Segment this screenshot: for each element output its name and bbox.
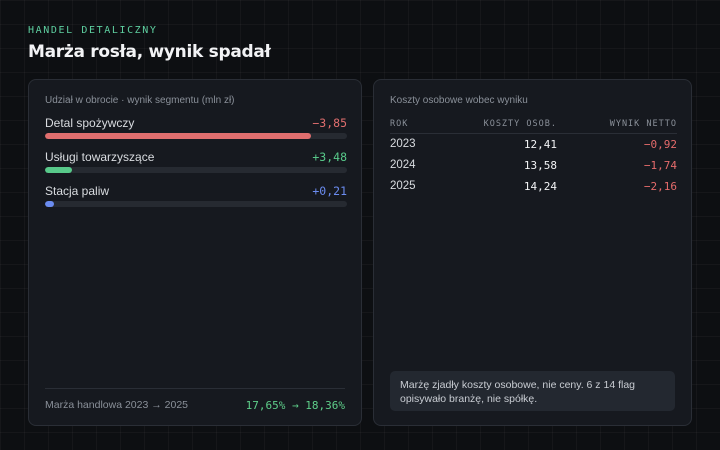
costs-table: ROK KOSZTY OSOB. WYNIK NETTO 2023 12,41 … (390, 116, 677, 197)
table-row: 2023 12,41 −0,92 (390, 134, 677, 155)
insight-note: Marżę zjadły koszty osobowe, nie ceny. 6… (390, 371, 675, 411)
page-title: Marża rosła, wynik spadał (28, 42, 271, 62)
column-header-result: WYNIK NETTO (609, 119, 677, 129)
segment-name: Usługi towarzyszące (45, 150, 155, 164)
footer-divider (45, 388, 345, 389)
segment-bar-track (45, 167, 347, 173)
table-header: ROK KOSZTY OSOB. WYNIK NETTO (390, 116, 677, 134)
cell-year: 2025 (390, 180, 416, 192)
cell-year: 2023 (390, 138, 416, 150)
segment-row: Stacja paliw +0,21 (45, 184, 347, 210)
costs-card-label: Koszty osobowe wobec wyniku (390, 95, 528, 106)
segments-card-label: Udział w obrocie · wynik segmentu (mln z… (45, 95, 235, 106)
margin-footer-value: 17,65% → 18,36% (245, 399, 345, 412)
cell-result: −2,16 (643, 180, 677, 193)
column-header-costs: KOSZTY OSOB. (483, 119, 557, 129)
cell-costs: 14,24 (523, 180, 557, 193)
segment-bar-track (45, 133, 347, 139)
segment-value: +0,21 (312, 184, 347, 198)
segment-bar-fill (45, 201, 55, 207)
segment-value: −3,85 (312, 116, 347, 130)
segment-value: +3,48 (312, 150, 347, 164)
segment-bar-fill (45, 133, 311, 139)
section-eyebrow: HANDEL DETALICZNY (28, 25, 158, 36)
table-row: 2025 14,24 −2,16 (390, 176, 677, 197)
segment-bar-fill (45, 167, 73, 173)
margin-footer-label: Marża handlowa 2023 → 2025 (45, 399, 189, 411)
segments-card: Udział w obrocie · wynik segmentu (mln z… (28, 79, 362, 426)
cell-result: −1,74 (643, 159, 677, 172)
segment-name: Stacja paliw (45, 184, 110, 198)
cell-costs: 12,41 (523, 138, 557, 151)
table-row: 2024 13,58 −1,74 (390, 155, 677, 176)
segment-name: Detal spożywczy (45, 116, 135, 130)
segment-bar-track (45, 201, 347, 207)
cell-costs: 13,58 (523, 159, 557, 172)
cell-result: −0,92 (643, 138, 677, 151)
segment-row: Usługi towarzyszące +3,48 (45, 150, 347, 176)
segment-row: Detal spożywczy −3,85 (45, 116, 347, 142)
cell-year: 2024 (390, 159, 416, 171)
costs-card: Koszty osobowe wobec wyniku ROK KOSZTY O… (373, 79, 692, 426)
column-header-year: ROK (390, 119, 409, 129)
